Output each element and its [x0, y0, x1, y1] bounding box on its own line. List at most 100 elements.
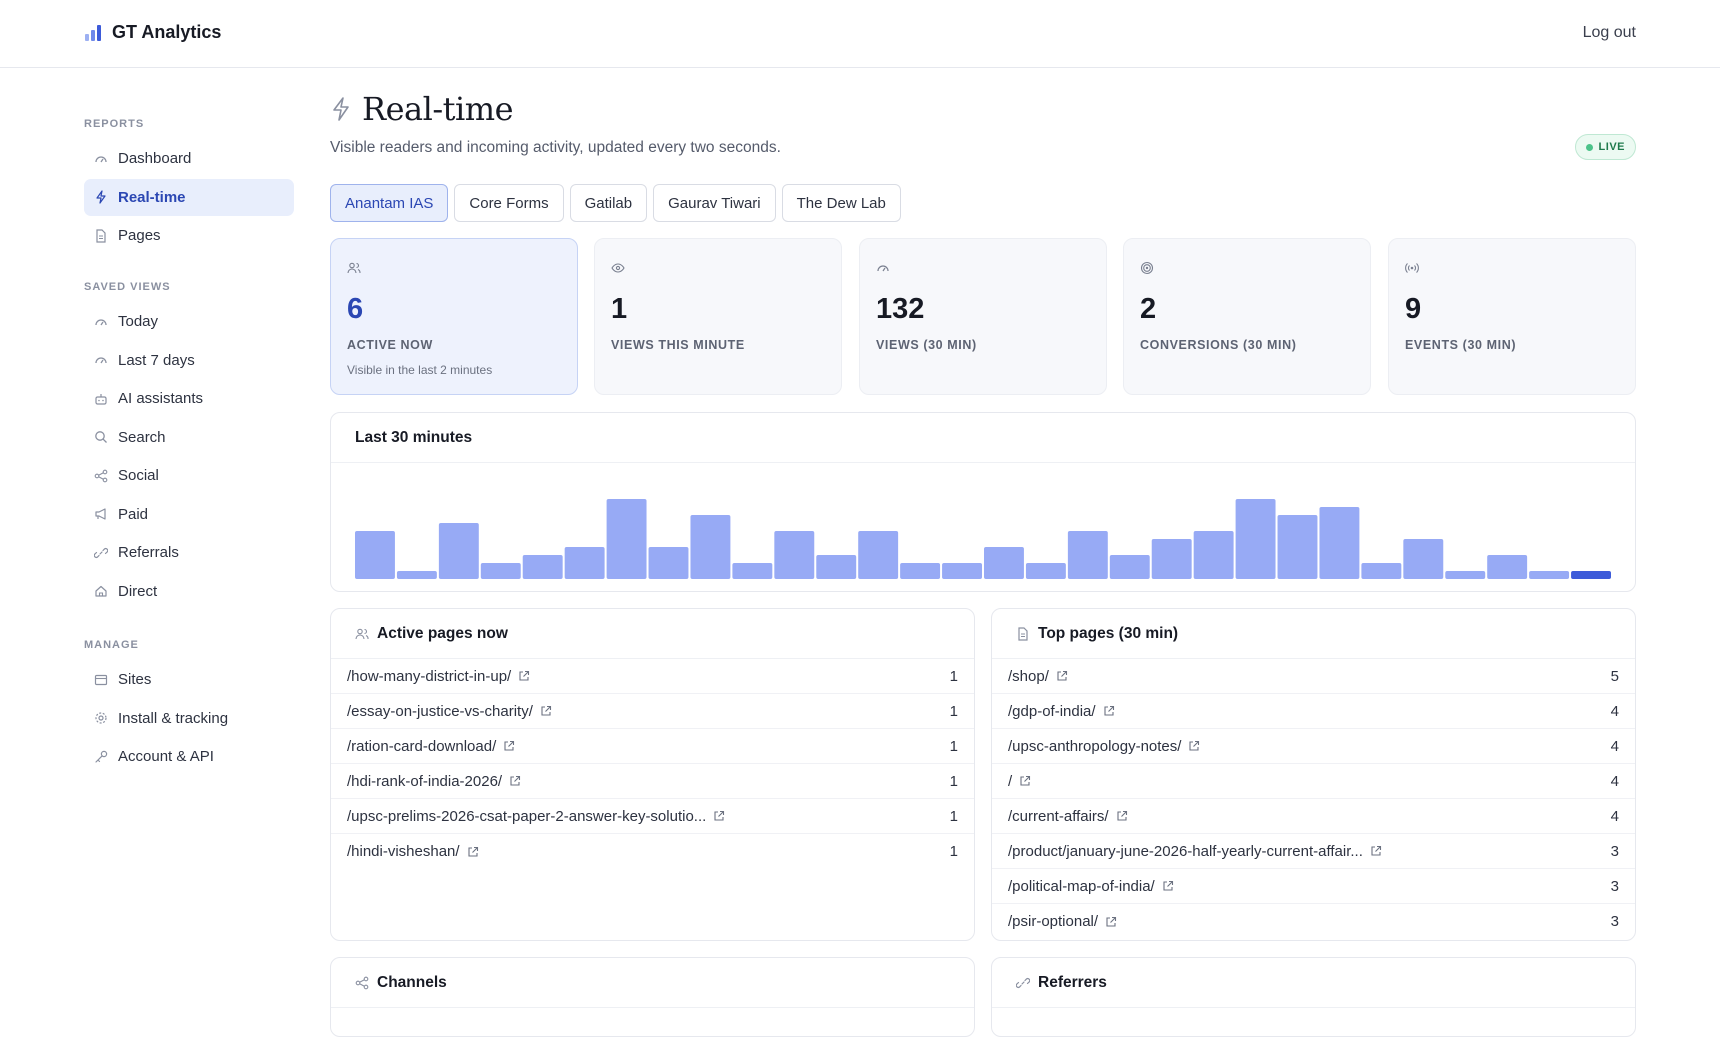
external-link-icon[interactable] — [1370, 845, 1382, 857]
page-row[interactable]: /gdp-of-india/4 — [992, 694, 1635, 729]
logout-link[interactable]: Log out — [1582, 24, 1636, 41]
chart-bar[interactable] — [1487, 555, 1528, 579]
external-link-icon[interactable] — [1162, 880, 1174, 892]
page-row[interactable]: /upsc-anthropology-notes/4 — [992, 729, 1635, 764]
page-link[interactable]: /essay-on-justice-vs-charity/ — [347, 703, 950, 720]
page-row[interactable]: /hdi-rank-of-india-2026/1 — [331, 764, 974, 799]
external-link-icon[interactable] — [540, 705, 552, 717]
sidebar-item-today[interactable]: Today — [84, 303, 294, 340]
page-row[interactable]: /product/january-june-2026-half-yearly-c… — [992, 834, 1635, 869]
sidebar-item-pages[interactable]: Pages — [84, 217, 294, 254]
chart-bar[interactable] — [900, 563, 941, 579]
chart-bar[interactable] — [1529, 571, 1570, 579]
chart-bar[interactable] — [1151, 539, 1192, 579]
chart-bar[interactable] — [355, 531, 395, 579]
chart-bar[interactable] — [1319, 507, 1360, 579]
page-link[interactable]: /product/january-june-2026-half-yearly-c… — [1008, 843, 1611, 860]
stat-card-events: 9 EVENTS (30 MIN) — [1388, 238, 1636, 395]
chart-bar-current[interactable] — [1571, 571, 1611, 579]
chart-bar[interactable] — [984, 547, 1024, 579]
page-link[interactable]: /gdp-of-india/ — [1008, 703, 1611, 720]
page-link[interactable]: / — [1008, 773, 1611, 790]
page-link[interactable]: /current-affairs/ — [1008, 808, 1611, 825]
page-link[interactable]: /psir-optional/ — [1008, 913, 1611, 930]
page-link[interactable]: /upsc-anthropology-notes/ — [1008, 738, 1611, 755]
chart-bar[interactable] — [438, 523, 479, 579]
tab-gatilab[interactable]: Gatilab — [569, 184, 648, 222]
external-link-icon[interactable] — [713, 810, 725, 822]
tab-gaurav-tiwari[interactable]: Gaurav Tiwari — [653, 184, 776, 222]
chart-bar[interactable] — [690, 515, 731, 579]
sidebar-item-paid[interactable]: Paid — [84, 496, 294, 533]
page-row[interactable]: /4 — [992, 764, 1635, 799]
sidebar-item-referrals[interactable]: Referrals — [84, 534, 294, 571]
share-icon — [355, 976, 369, 989]
tab-the-dew-lab[interactable]: The Dew Lab — [781, 184, 901, 222]
sidebar-item-last-7-days[interactable]: Last 7 days — [84, 342, 294, 379]
page-row[interactable]: /upsc-prelims-2026-csat-paper-2-answer-k… — [331, 799, 974, 834]
chart-bar[interactable] — [816, 555, 857, 579]
page-row[interactable]: /psir-optional/3 — [992, 904, 1635, 939]
page-row[interactable]: /how-many-district-in-up/1 — [331, 659, 974, 694]
chart-bar[interactable] — [1067, 531, 1108, 579]
sidebar-item-direct[interactable]: Direct — [84, 573, 294, 610]
chart-bar[interactable] — [1193, 531, 1234, 579]
page-row[interactable]: /current-affairs/4 — [992, 799, 1635, 834]
external-link-icon[interactable] — [467, 846, 479, 858]
chart-bar[interactable] — [522, 555, 563, 579]
external-link-icon[interactable] — [503, 740, 515, 752]
chart-bar[interactable] — [774, 531, 815, 579]
external-link-icon[interactable] — [518, 670, 530, 682]
external-link-icon[interactable] — [509, 775, 521, 787]
tab-core-forms[interactable]: Core Forms — [454, 184, 564, 222]
sidebar-item-sites[interactable]: Sites — [84, 661, 294, 698]
sidebar-item-search[interactable]: Search — [84, 419, 294, 456]
page-row[interactable]: /ration-card-download/1 — [331, 729, 974, 764]
chart-bar[interactable] — [858, 531, 899, 579]
external-link-icon[interactable] — [1056, 670, 1068, 682]
chart-bar[interactable] — [396, 571, 437, 579]
external-link-icon[interactable] — [1116, 810, 1128, 822]
brand[interactable]: GT Analytics — [84, 22, 221, 43]
page-link[interactable]: /shop/ — [1008, 668, 1611, 685]
megaphone-icon — [95, 508, 106, 520]
page-link[interactable]: /political-map-of-india/ — [1008, 878, 1611, 895]
chart-bar[interactable] — [1025, 563, 1066, 579]
page-path: /product/january-june-2026-half-yearly-c… — [1008, 842, 1363, 860]
page-link[interactable]: /upsc-prelims-2026-csat-paper-2-answer-k… — [347, 808, 950, 825]
external-link-icon[interactable] — [1105, 916, 1117, 928]
sidebar-item-dashboard[interactable]: Dashboard — [84, 140, 294, 177]
sidebar-item-account-api[interactable]: Account & API — [84, 738, 294, 775]
page-link[interactable]: /hindi-visheshan/ — [347, 843, 950, 860]
chart-bar[interactable] — [564, 547, 605, 579]
page-row[interactable]: /hindi-visheshan/1 — [331, 834, 974, 869]
sidebar-item-real-time[interactable]: Real-time — [84, 178, 294, 216]
page-row[interactable]: /shop/5 — [992, 659, 1635, 694]
chart-bar[interactable] — [1235, 499, 1276, 579]
tab-anantam-ias[interactable]: Anantam IAS — [330, 184, 449, 222]
chart-bar[interactable] — [1109, 555, 1150, 579]
chart-bar[interactable] — [732, 563, 773, 579]
external-link-icon[interactable] — [1019, 775, 1031, 787]
chart-bar[interactable] — [1361, 563, 1402, 579]
page-link[interactable]: /ration-card-download/ — [347, 738, 950, 755]
sidebar-item-ai-assistants[interactable]: AI assistants — [84, 380, 294, 417]
chart-bar[interactable] — [1445, 571, 1486, 579]
live-dot-icon — [1585, 143, 1593, 151]
page-row[interactable]: /political-map-of-india/3 — [992, 869, 1635, 904]
external-link-icon[interactable] — [1103, 705, 1115, 717]
chart-bar[interactable] — [648, 547, 689, 579]
stat-value: 2 — [1140, 293, 1157, 325]
page-link[interactable]: /how-many-district-in-up/ — [347, 668, 950, 685]
chart-bar[interactable] — [1403, 539, 1444, 579]
live-badge-label: LIVE — [1598, 141, 1625, 153]
chart-bar[interactable] — [1277, 515, 1318, 579]
sidebar-item-install-tracking[interactable]: Install & tracking — [84, 700, 294, 737]
page-link[interactable]: /hdi-rank-of-india-2026/ — [347, 773, 950, 790]
chart-bar[interactable] — [606, 499, 647, 579]
chart-bar[interactable] — [942, 563, 982, 579]
external-link-icon[interactable] — [1188, 740, 1200, 752]
chart-bar[interactable] — [480, 563, 521, 579]
sidebar-item-social[interactable]: Social — [84, 457, 294, 494]
page-row[interactable]: /essay-on-justice-vs-charity/1 — [331, 694, 974, 729]
